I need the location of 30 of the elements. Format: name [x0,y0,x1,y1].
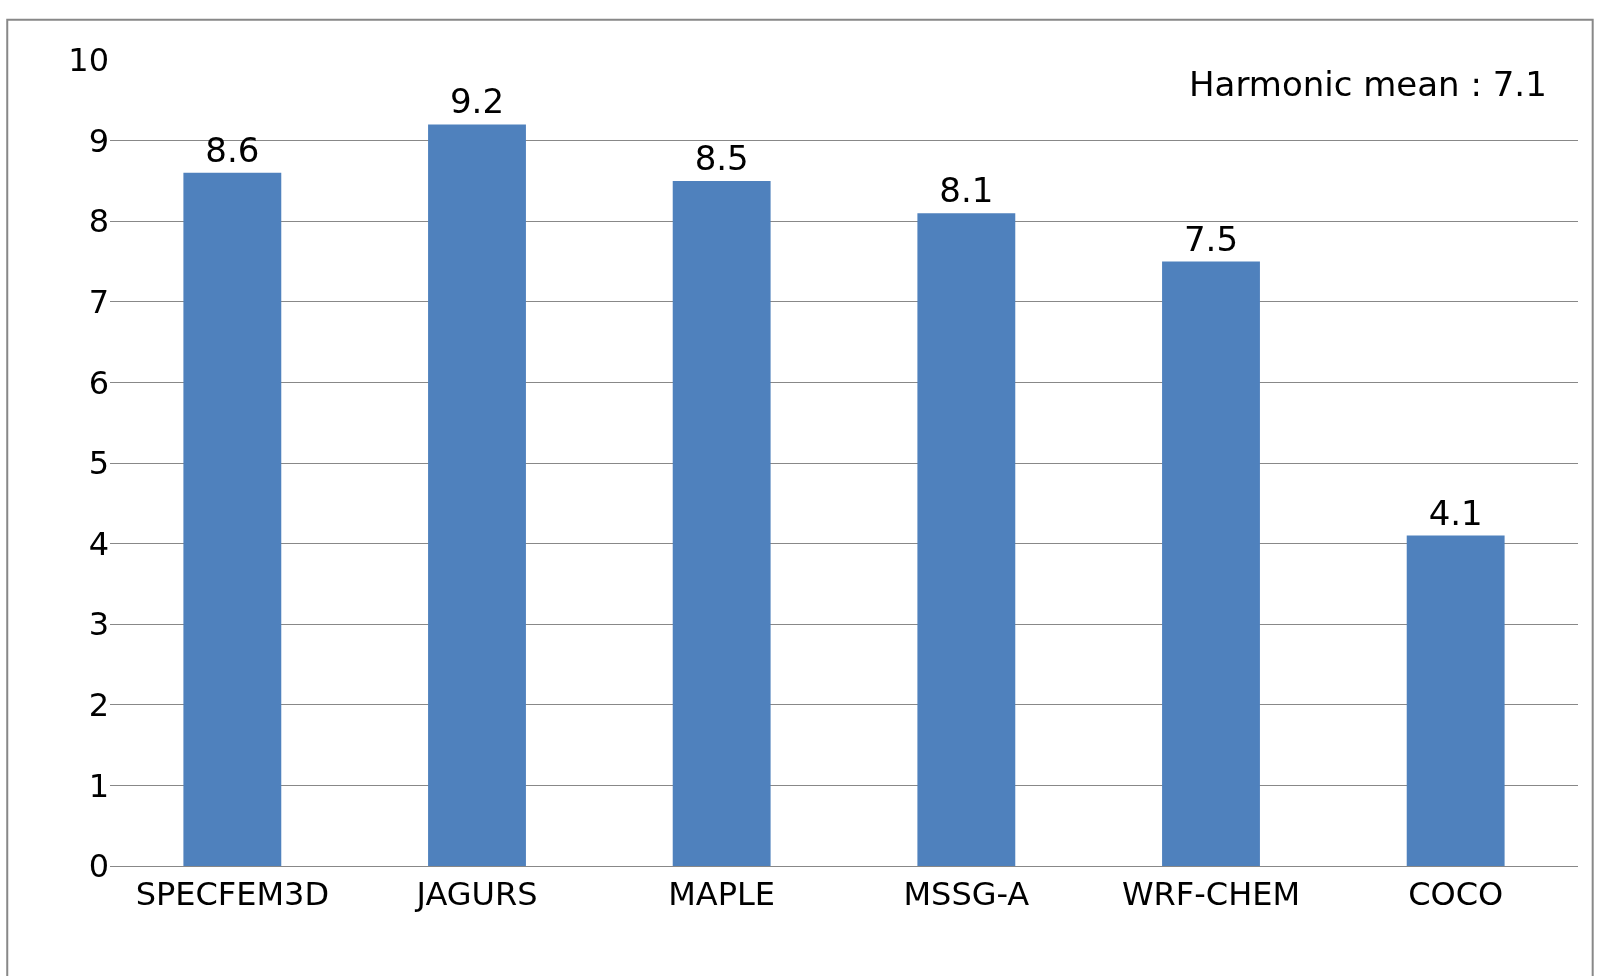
y-tick-label: 4 [88,524,109,563]
data-label: 9.2 [449,81,505,122]
y-tick-label: 8 [88,202,109,241]
bar [183,172,282,866]
data-label: 8.1 [939,170,994,211]
x-tick-label: MSSG-A [903,875,1030,914]
annotation: Harmonic mean : 7.1 [1189,64,1547,104]
x-tick-label: WRF-CHEM [1121,875,1301,914]
y-tick-label: 5 [88,444,109,483]
x-tick-label: JAGURS [414,875,538,914]
y-tick-label: 10 [68,41,109,80]
data-label: 4.1 [1428,492,1483,533]
y-tick-label: 0 [88,847,109,886]
y-tick-label: 6 [88,363,109,402]
y-tick-label: 1 [88,766,109,805]
bar [428,124,526,866]
x-tick-label: COCO [1408,875,1504,914]
data-label: 7.5 [1183,218,1239,259]
y-tick-label: 3 [88,605,109,644]
bar [1162,261,1260,866]
bar [672,180,771,866]
y-tick-label: 2 [88,686,109,724]
data-label: 8.5 [694,137,749,178]
y-tick-label: 9 [88,121,109,160]
x-tick-label: SPECFEM3D [135,875,330,914]
y-tick-label: 7 [88,283,109,321]
x-tick-label: MAPLE [668,875,776,914]
bar [917,213,1016,866]
data-label: 8.6 [205,129,260,170]
bar [1406,535,1505,866]
